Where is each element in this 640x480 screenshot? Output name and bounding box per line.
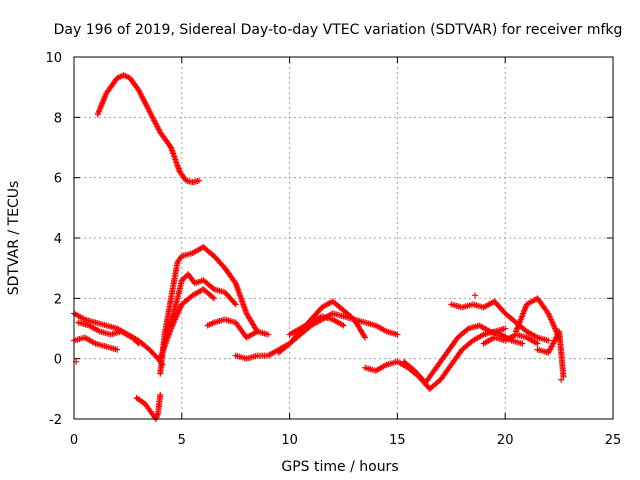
- point-arc-13: [502, 325, 509, 332]
- point-arc-8: [211, 295, 218, 302]
- point-arc-7: [209, 285, 216, 292]
- point-arc-16: [534, 340, 541, 347]
- point-arc-14: [519, 340, 526, 347]
- y-tick-label: 8: [54, 111, 62, 126]
- x-tick-label: 10: [281, 433, 298, 448]
- point-arc-7: [231, 300, 238, 307]
- point-arc-12: [340, 322, 347, 329]
- y-tick-label: 10: [45, 51, 62, 66]
- point-arc-7: [232, 301, 239, 308]
- point-arc-11: [362, 334, 369, 341]
- point-arc-4: [134, 339, 141, 346]
- y-axis-title: SDTVAR / TECUs: [6, 181, 22, 296]
- point-arc-11: [361, 333, 368, 340]
- tick-labels: 0 5 10 15 20 25 -2 0 2 4 6 8 10: [45, 51, 621, 448]
- x-tick-label: 15: [389, 433, 406, 448]
- point-arc-9: [254, 328, 261, 335]
- point-arc-10: [394, 331, 401, 338]
- point-arc-15: [545, 337, 552, 344]
- x-tick-label: 0: [70, 433, 78, 448]
- chart-title: Day 196 of 2019, Sidereal Day-to-day VTE…: [54, 22, 623, 38]
- y-tick-label: 4: [54, 232, 62, 247]
- point-isolated: [558, 376, 565, 383]
- y-tick-label: 0: [54, 353, 62, 368]
- point-arc-14: [464, 326, 471, 333]
- x-tick-label: 5: [178, 433, 186, 448]
- data-points: [71, 72, 567, 422]
- y-tick-label: 6: [54, 172, 62, 187]
- x-axis-title: GPS time / hours: [281, 459, 398, 475]
- x-tick-label: 20: [497, 433, 514, 448]
- y-tick-label: -2: [49, 413, 62, 428]
- y-tick-label: 2: [54, 292, 62, 307]
- point-arc-3: [114, 346, 121, 353]
- point-arc-4: [135, 340, 142, 347]
- point-isolated: [472, 292, 479, 299]
- x-tick-label: 25: [605, 433, 622, 448]
- point-arc-8: [209, 294, 216, 301]
- grid: [74, 57, 613, 419]
- point-arc-1: [196, 177, 203, 184]
- point-arc-6: [265, 331, 272, 338]
- axis-ticks: [73, 56, 614, 420]
- point-arc-18: [560, 373, 567, 380]
- point-arc-5: [157, 391, 164, 398]
